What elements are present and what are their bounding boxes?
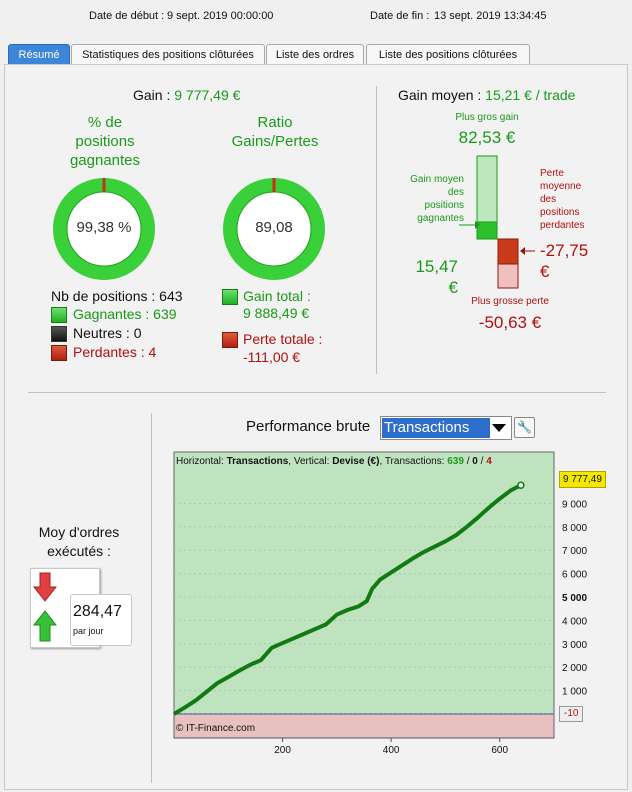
y-tick-label: 3 000	[562, 640, 587, 651]
chart-info-loss: 4	[486, 456, 492, 467]
ratio-title: Ratio Gains/Pertes	[231, 114, 319, 150]
chart-info-tx: , Transactions:	[379, 456, 448, 467]
tab-statistiques[interactable]: Statistiques des positions clôturées	[71, 44, 265, 65]
gain-value: 9 777,49 €	[174, 87, 241, 103]
chart-info-neutral: 0	[472, 456, 478, 467]
start-date-value: 9 sept. 2019 00:00:00	[167, 10, 274, 22]
perte-moyenne-label: Perte moyenne des positions perdantes	[540, 168, 585, 231]
winning-swatch	[51, 307, 67, 323]
vertical-divider-bottom	[151, 413, 152, 783]
y-tick-label: 1 000	[562, 687, 587, 698]
plus-gros-gain-value: 82,53 €	[458, 128, 516, 147]
negative-value-badge: -10	[559, 706, 584, 722]
performance-chart: 1 000 2 000 3 000 4 000 5 000 6 000 7 000 8 000…	[172, 451, 587, 756]
y-tick-label: 5 000	[562, 593, 587, 604]
gain-total-label: Gain total :	[243, 288, 311, 304]
chart-copyright: © IT-Finance.com	[176, 723, 256, 734]
plus-gros-gain-label: Plus gros gain	[455, 112, 519, 123]
wrench-icon[interactable]: 🔧	[514, 417, 535, 438]
chart-info-horizontal: Transactions	[226, 456, 289, 467]
loss-arrow-head	[520, 247, 525, 255]
chevron-down-icon	[492, 424, 506, 432]
gain-moyen-title: Gain moyen : 15,21 € / trade	[398, 87, 576, 103]
gain-moyen-gagnantes-label: Gain moyen des positions gagnantes	[410, 174, 464, 224]
max-loss-bar	[497, 263, 519, 289]
chart-title: Performance brute	[246, 418, 371, 435]
gain-moyen-gagnantes-value: 15,47 €	[415, 257, 458, 297]
neutral-swatch	[51, 326, 67, 342]
tab-liste-positions[interactable]: Liste des positions clôturées	[366, 44, 530, 65]
up-arrow-icon	[32, 610, 58, 642]
vertical-divider-top	[376, 86, 377, 374]
losing-swatch	[51, 345, 67, 361]
orders-title: Moy d'ordres exécutés :	[38, 524, 120, 559]
y-tick-label: 4 000	[562, 616, 587, 627]
chart-info-win: 639	[447, 456, 464, 467]
equity-line	[172, 483, 522, 716]
y-tick-label: 7 000	[562, 546, 587, 557]
pct-winning-title: % de positions gagnantes	[69, 114, 141, 169]
perte-totale-swatch	[222, 332, 238, 348]
nb-positions: Nb de positions : 643	[51, 288, 183, 304]
ratio-value: 89,08	[255, 219, 293, 236]
tab-bar: Résumé Statistiques des positions clôtur…	[0, 44, 632, 66]
orders-value: 284,47	[73, 603, 122, 620]
perte-totale-value: -111,00 €	[243, 349, 301, 365]
gain-total-value: 9 888,49 €	[243, 305, 310, 321]
chart-info-mid: , Vertical:	[288, 456, 333, 467]
end-date-label: Date de fin :	[370, 10, 430, 22]
orders-arrows-icon	[32, 572, 58, 642]
chart-info: Horizontal: Transactions, Vertical: Devi…	[176, 456, 492, 467]
equity-end-point	[517, 481, 525, 489]
pct-winning-donut	[53, 178, 155, 280]
chart-mode-select[interactable]: Transactions	[380, 416, 512, 440]
gain-title: Gain : 9 777,49 €	[133, 87, 241, 103]
date-range-bar: Date de début : 9 sept. 2019 00:00:00 Da…	[0, 0, 632, 34]
winning-count: Gagnantes : 639	[73, 306, 177, 322]
gain-loss-bar-diagram	[459, 155, 535, 289]
tab-liste-ordres[interactable]: Liste des ordres	[266, 44, 364, 65]
y-tick-label: 9 000	[562, 499, 587, 510]
perte-moyenne-value: -27,75 €	[540, 241, 589, 281]
plus-grosse-perte-label: Plus grosse perte	[471, 296, 549, 307]
end-date-value: 13 sept. 2019 13:34:45	[434, 10, 547, 22]
orders-unit: par jour	[73, 626, 104, 636]
y-tick-label: 6 000	[562, 570, 587, 581]
down-arrow-icon	[32, 572, 58, 602]
chart-info-vertical: Devise (€)	[332, 456, 380, 467]
start-date-label: Date de début :	[89, 10, 165, 22]
ratio-donut	[223, 178, 325, 280]
ratio-donut-loss-slice	[272, 178, 276, 192]
losing-count: Perdantes : 4	[73, 344, 157, 360]
y-tick-label: 8 000	[562, 523, 587, 534]
orders-card	[30, 568, 100, 648]
gain-label: Gain	[133, 87, 163, 103]
gain-total-swatch	[222, 289, 238, 305]
gain-moyen-value: 15,21 € / trade	[485, 87, 576, 103]
y-tick-label: 2 000	[562, 663, 587, 674]
avg-gain-bar	[476, 221, 498, 240]
plus-grosse-perte-value: -50,63 €	[478, 313, 542, 332]
tab-resume[interactable]: Résumé	[8, 44, 70, 65]
x-tick-label: 400	[383, 745, 400, 756]
chart-mode-selected: Transactions	[382, 418, 490, 438]
x-tick-label: 200	[274, 745, 291, 756]
chart-info-sep2: /	[477, 456, 487, 467]
neutral-count: Neutres : 0	[73, 325, 142, 341]
last-value-badge: 9 777,49	[559, 471, 606, 488]
pct-winning-value: 99,38 %	[76, 219, 132, 236]
chart-info-sep1: /	[463, 456, 473, 467]
chart-info-prefix: Horizontal:	[176, 456, 227, 467]
perte-totale-label: Perte totale :	[243, 331, 323, 347]
gain-arrow-head	[475, 221, 480, 229]
gain-moyen-label: Gain moyen	[398, 87, 474, 103]
horizontal-divider	[28, 392, 606, 393]
avg-loss-bar	[497, 238, 519, 265]
x-tick-label: 600	[491, 745, 508, 756]
pct-donut-loss-slice	[102, 178, 106, 192]
orders-value-box: 284,47 par jour	[70, 594, 132, 646]
